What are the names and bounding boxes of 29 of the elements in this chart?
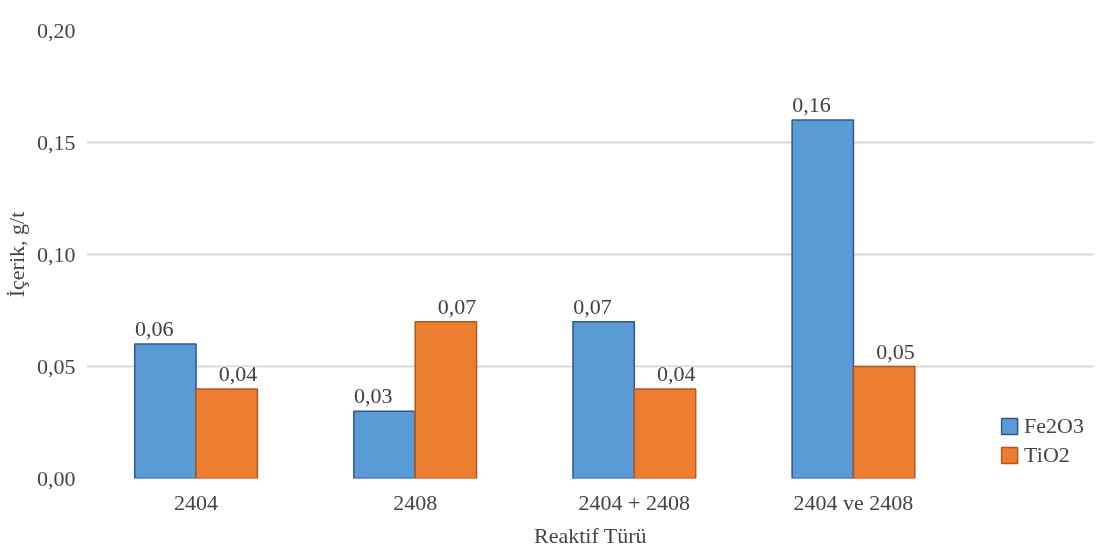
y-tick-label: 0,00 (37, 465, 76, 491)
data-label: 0,07 (437, 293, 477, 319)
data-label: 0,04 (657, 360, 696, 386)
bar (791, 119, 855, 479)
x-axis-title: Reaktif Türü (533, 522, 647, 548)
x-tick-label: 2404 ve 2408 (793, 489, 914, 515)
data-label: 0,05 (876, 338, 915, 364)
bar (852, 365, 916, 479)
data-label: 0,06 (134, 316, 174, 342)
bar (195, 388, 259, 479)
data-label: 0,03 (354, 383, 393, 409)
y-axis-title: İçerik, g/t (4, 211, 29, 298)
data-label: 0,07 (573, 293, 612, 319)
bar (133, 343, 197, 479)
bar (414, 320, 478, 479)
y-tick-label: 0,15 (37, 129, 76, 155)
y-tick-label: 0,20 (37, 17, 76, 43)
bar (353, 410, 416, 479)
x-tick-label: 2408 (393, 489, 438, 515)
bar (572, 320, 636, 479)
data-label: 0,04 (218, 360, 258, 386)
data-label: 0,16 (792, 92, 831, 118)
y-tick-label: 0,10 (37, 241, 76, 267)
legend-label: Fe2O3 (1024, 413, 1084, 439)
y-tick-label: 0,05 (37, 353, 76, 379)
legend-label: TiO2 (1024, 442, 1070, 468)
x-tick-label: 2404 (174, 489, 219, 515)
x-tick-label: 2404 + 2408 (578, 489, 691, 515)
bar (633, 388, 697, 479)
